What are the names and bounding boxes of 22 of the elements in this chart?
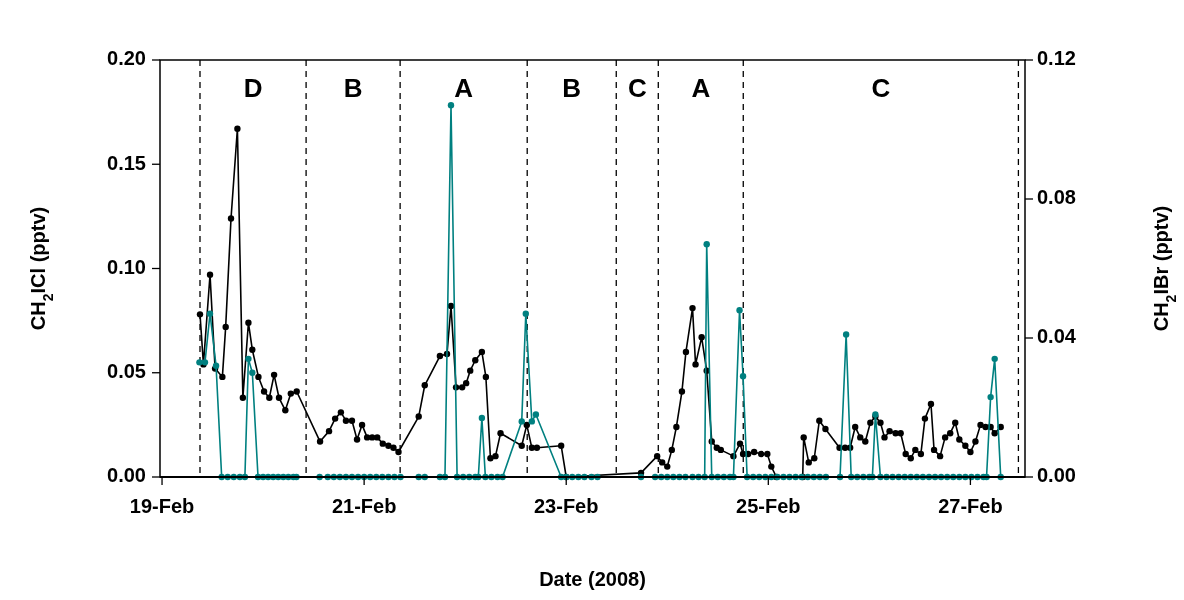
annotation: C xyxy=(871,72,891,103)
y2-tick-label: 0.00 xyxy=(1037,464,1076,487)
y-tick-label: 0.15 xyxy=(107,151,146,174)
annotation: A xyxy=(691,72,711,103)
y-tick-label: 0.10 xyxy=(107,255,146,278)
annotation: A xyxy=(454,72,474,103)
x-tick-label: 19-Feb xyxy=(129,495,195,517)
y-tick-label: 0.00 xyxy=(107,464,146,487)
x-tick-label: 21-Feb xyxy=(331,495,397,517)
annotation: C xyxy=(627,72,647,103)
y2-tick-label: 0.08 xyxy=(1037,186,1076,209)
annotation: D xyxy=(243,72,263,103)
x-axis-title: Date (2008) xyxy=(539,568,646,590)
annotation: B xyxy=(562,72,582,103)
x-tick-label: 23-Feb xyxy=(533,495,599,517)
y2-tick-label: 0.12 xyxy=(1037,47,1076,70)
x-tick-label: 25-Feb xyxy=(736,495,801,517)
y2-tick-label: 0.04 xyxy=(1037,325,1077,348)
x-tick-label: 27-Feb xyxy=(938,495,1003,517)
y-tick-label: 0.05 xyxy=(107,360,146,383)
y-tick-label: 0.20 xyxy=(107,47,146,70)
annotation: B xyxy=(343,72,363,103)
